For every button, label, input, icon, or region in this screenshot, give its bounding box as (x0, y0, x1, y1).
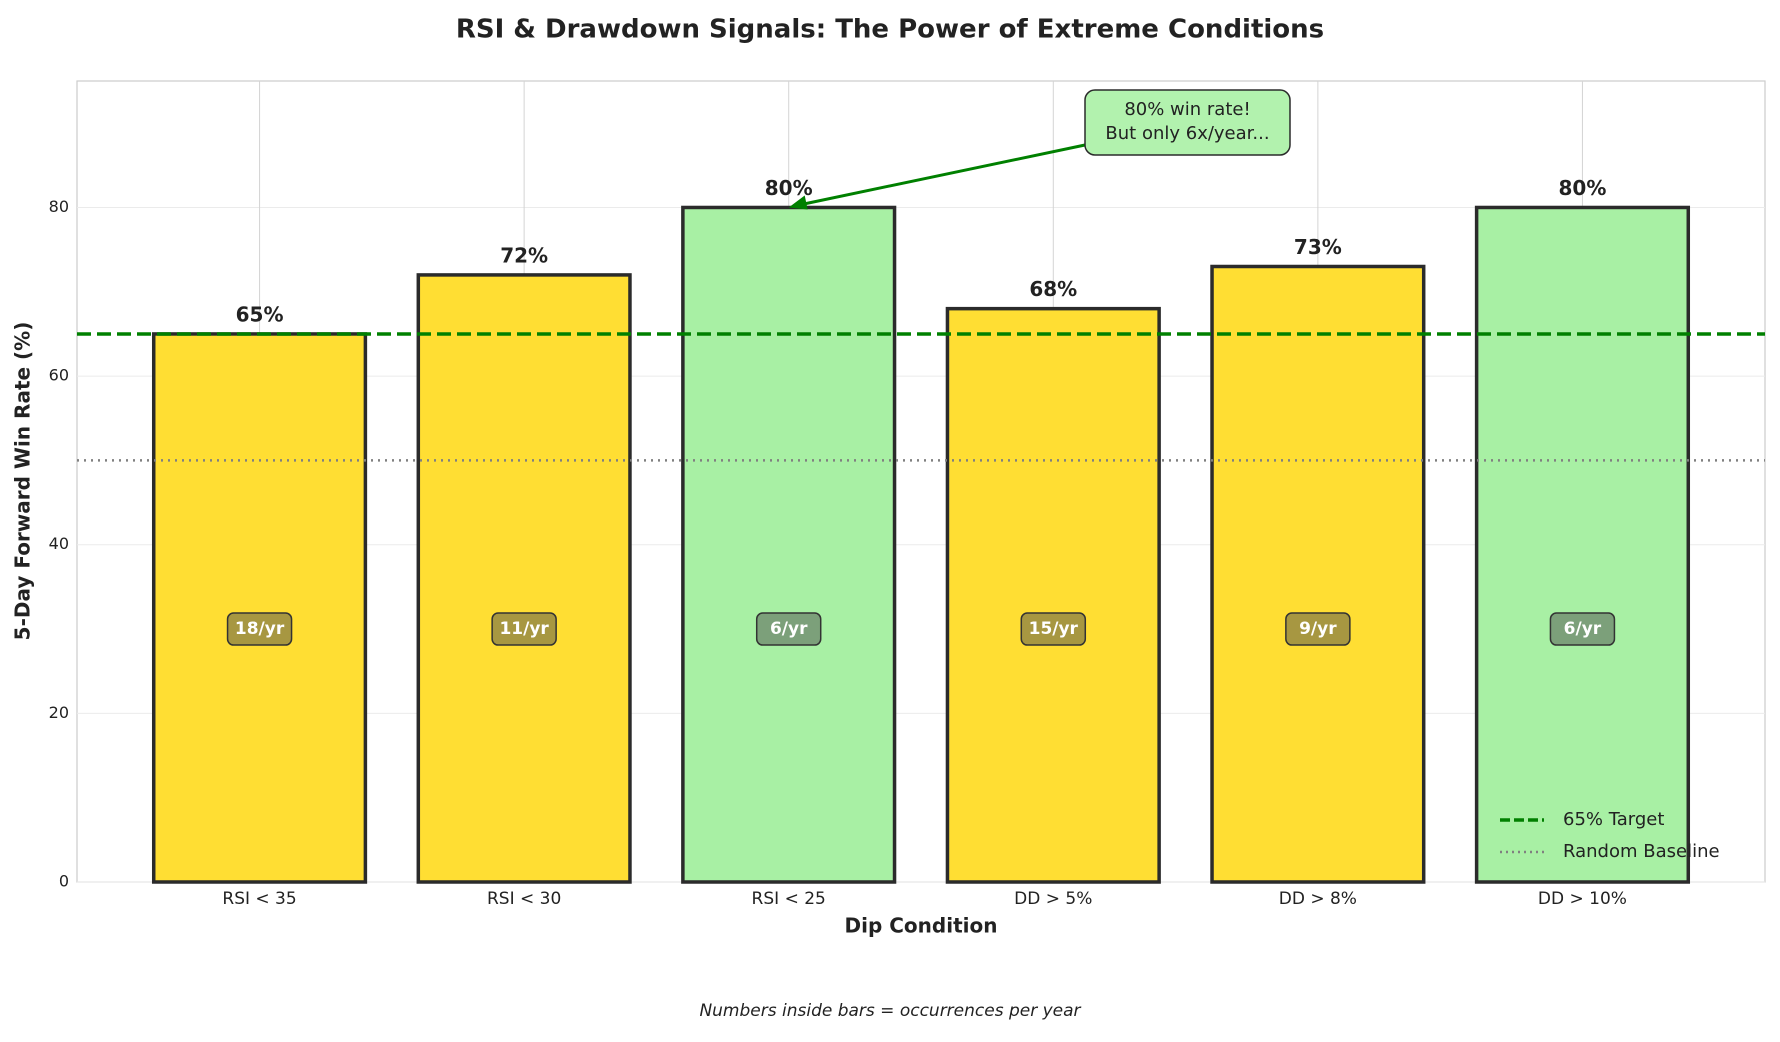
value-label: 73% (1294, 235, 1342, 259)
occurrence-label: 9/yr (1299, 619, 1337, 639)
x-tick-label: RSI < 25 (752, 889, 826, 909)
annotation-box (1084, 89, 1291, 156)
annotation-arrowhead (788, 195, 808, 210)
occurrence-label: 6/yr (770, 619, 808, 639)
bar (151, 332, 368, 884)
occurrence-badge (1285, 612, 1351, 646)
x-tick-label: DD > 8% (1279, 889, 1357, 909)
y-tick-label: 0 (59, 872, 69, 891)
x-axis-label: Dip Condition (845, 914, 998, 938)
bar (945, 306, 1161, 884)
occurrence-badge (491, 612, 557, 646)
y-tick-label: 60 (49, 366, 69, 385)
bar (1210, 264, 1426, 884)
x-tick-label: RSI < 35 (222, 889, 296, 909)
occurrence-label: 15/yr (1029, 619, 1079, 639)
y-tick-label: 80 (49, 197, 69, 216)
bar (416, 273, 632, 884)
x-tick-label: RSI < 30 (487, 889, 561, 909)
legend-label: 65% Target (1563, 809, 1664, 830)
value-label: 65% (236, 302, 284, 326)
annotation-text: 80% win rate! (1124, 99, 1250, 120)
y-tick-label: 40 (49, 534, 69, 553)
occurrence-label: 18/yr (235, 619, 285, 639)
occurrence-label: 11/yr (499, 619, 549, 639)
chart-title: RSI & Drawdown Signals: The Power of Ext… (456, 15, 1324, 45)
footnote: Numbers inside bars = occurrences per ye… (699, 1001, 1081, 1021)
legend-label: Random Baseline (1563, 841, 1720, 862)
value-label: 80% (765, 176, 813, 200)
value-label: 68% (1029, 277, 1077, 301)
occurrence-label: 6/yr (1564, 619, 1602, 639)
y-axis-label: 5-Day Forward Win Rate (%) (11, 322, 35, 641)
value-label: 80% (1559, 176, 1607, 200)
annotation-text: But only 6x/year... (1105, 123, 1269, 144)
y-tick-label: 20 (49, 703, 69, 722)
occurrence-badge (755, 612, 822, 646)
value-label: 72% (500, 243, 548, 267)
x-tick-label: DD > 10% (1538, 889, 1627, 909)
occurrence-badge (1020, 612, 1087, 646)
x-tick-label: DD > 5% (1014, 889, 1092, 909)
bar (681, 205, 897, 884)
bar (1474, 205, 1691, 884)
occurrence-badge (1549, 612, 1616, 646)
occurrence-badge (226, 612, 293, 646)
annotation-arrow (796, 143, 1086, 207)
